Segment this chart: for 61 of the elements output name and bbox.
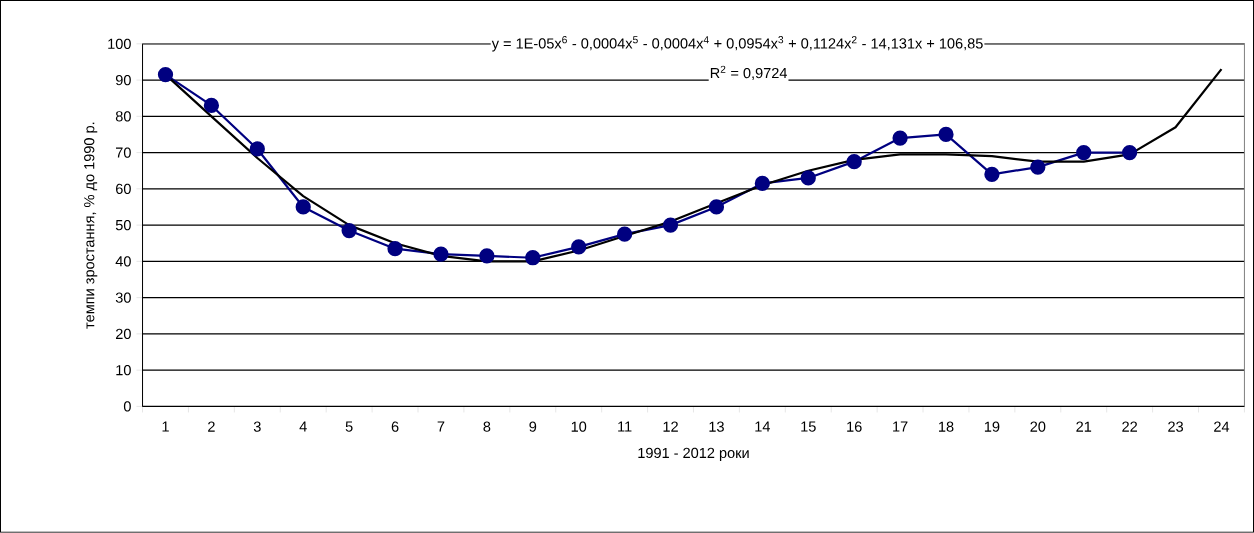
point (708, 199, 725, 215)
y-tick-label: 70 (115, 147, 131, 158)
point (892, 130, 908, 146)
point (662, 217, 679, 233)
point (203, 97, 220, 114)
point (800, 170, 816, 186)
point (157, 67, 174, 83)
x-axis-title: 1991 - 2012 роки (638, 447, 749, 462)
point (938, 126, 954, 143)
point (984, 166, 1000, 183)
point (571, 239, 587, 255)
x-tick-label: 12 (663, 421, 678, 432)
y-tick-label: 20 (115, 328, 131, 340)
y-tick-label: 30 (115, 292, 131, 303)
x-tick-label: 22 (1122, 421, 1138, 432)
point (1030, 159, 1046, 175)
x-tick-label: 4 (299, 421, 307, 432)
y-tick-label: 0 (123, 401, 131, 412)
y-tick-label: 40 (115, 256, 131, 267)
x-tick-label: 6 (391, 421, 399, 432)
x-tick-label: 5 (345, 421, 353, 432)
y-tick-label: 10 (116, 365, 131, 376)
x-tick-label: 24 (1214, 421, 1230, 432)
x-tick-label: 7 (437, 421, 445, 432)
x-tick-label: 19 (984, 421, 1000, 432)
point (616, 226, 633, 242)
y-tick-label: 80 (115, 111, 131, 122)
x-tick-label: 16 (847, 421, 862, 432)
y-axis-title: темпи зростання, % до 1990 р. (84, 122, 98, 329)
y-tick-label: 50 (115, 220, 131, 231)
point (433, 246, 449, 262)
point (387, 241, 403, 257)
y-tick-label: 100 (108, 38, 131, 50)
x-tick-label: 9 (529, 421, 537, 432)
x-tick-label: 13 (709, 421, 724, 432)
point (479, 248, 495, 264)
point (1076, 145, 1092, 161)
x-tick-label: 23 (1168, 421, 1184, 432)
point (295, 199, 311, 215)
x-tick-label: 1 (162, 421, 169, 432)
x-tick-label: 18 (939, 421, 954, 432)
point (1122, 145, 1138, 161)
point (249, 141, 265, 157)
y-tick-label: 60 (115, 183, 131, 195)
x-tick-label: 10 (571, 421, 587, 432)
annotation: R$^{2}$ = 0,9724 (710, 65, 788, 81)
x-tick-label: 8 (483, 421, 491, 432)
x-tick-label: 11 (618, 421, 632, 432)
point (754, 175, 770, 192)
text: y = 1E-05x$^{6}$ - 0,0004x$^{5}$ - 0,0004x$^{4}$ + 0,0954x$^{3}$ + 0,1124x$^{2}$ - 14,131x + 106,85 (491, 36, 983, 52)
point (341, 223, 357, 239)
x-tick-label: 20 (1030, 421, 1046, 432)
point (846, 154, 862, 170)
x-tick-label: 14 (755, 421, 771, 432)
point (525, 250, 541, 266)
y-tick-label: 90 (115, 75, 131, 86)
x-tick-label: 15 (801, 421, 816, 432)
x-tick-label: 17 (893, 421, 908, 432)
x-tick-label: 21 (1076, 421, 1092, 432)
x-tick-label: 2 (208, 421, 215, 432)
x-tick-label: 3 (253, 421, 261, 432)
